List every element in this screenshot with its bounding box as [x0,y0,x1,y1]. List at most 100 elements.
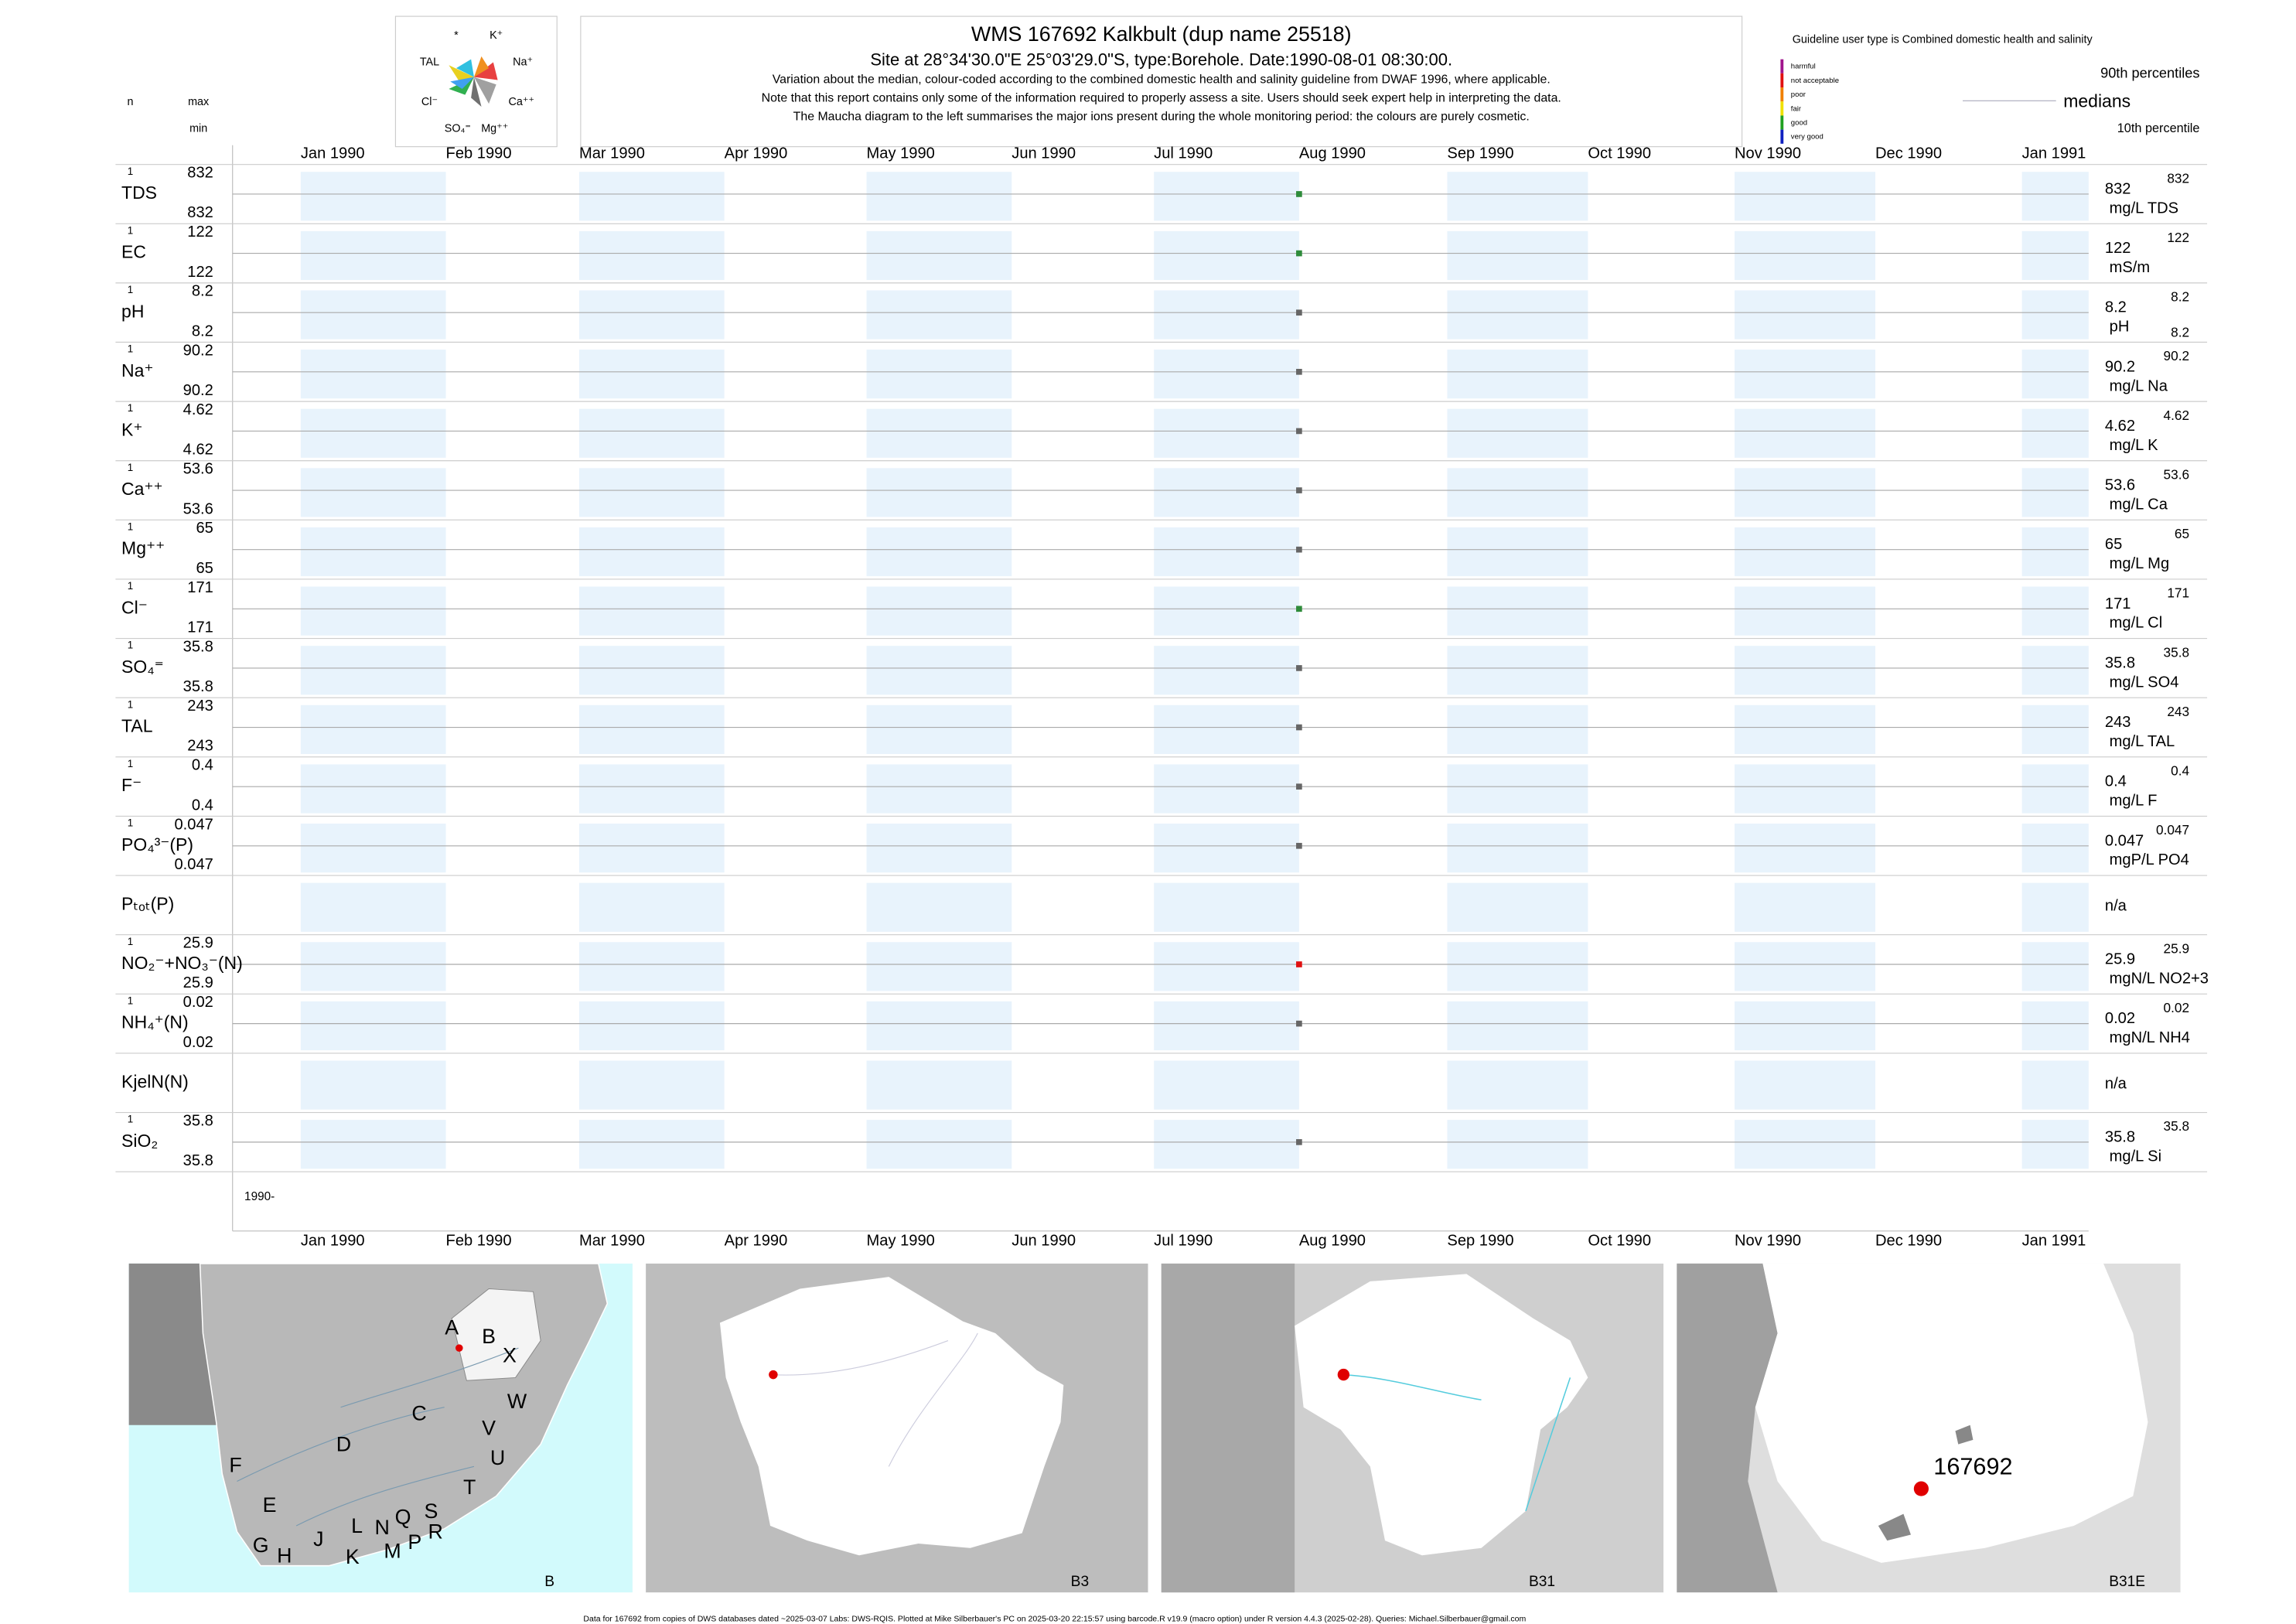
region-label: M [384,1540,401,1563]
month-band [300,705,446,755]
row-n: 1 [128,402,133,414]
median-dot [1296,546,1302,553]
month-band [1154,586,1299,636]
month-band [1447,586,1588,636]
map-rivers [770,1332,978,1467]
month-label: Jan 1990 [301,1233,365,1250]
map-name: B [544,1574,554,1590]
maucha-label: SO₄⁼ [445,122,471,135]
row-unit: pH [2110,319,2130,336]
month-band [300,350,446,399]
map-basin [1755,1263,2148,1563]
row-median: 25.9 [2105,951,2135,968]
row-p90: 25.9 [2164,940,2190,956]
row-unit: mg/L Mg [2110,555,2169,572]
month-label: Oct 1990 [1588,145,1651,162]
month-band [1447,1001,1588,1051]
row-min: 4.62 [183,442,213,459]
footer: Data for 167692 from copies of DWS datab… [583,1614,1526,1623]
month-band [1735,527,1876,577]
row-max: 243 [187,698,213,715]
median-dot [1296,783,1302,790]
month-band [866,824,1012,873]
row-n: 1 [128,817,133,829]
month-band [1447,290,1588,339]
row-min: 8.2 [192,322,213,339]
map-dam [1955,1424,1974,1445]
row-label: EC [121,242,146,262]
map-land-outside [1677,1263,1778,1593]
median-dot [1296,842,1302,849]
month-band [300,942,446,991]
month-band [2021,705,2089,755]
month-band [2021,1001,2089,1051]
month-band [1154,646,1299,695]
row-label: KjelN(N) [121,1071,189,1091]
median-dot [1296,487,1302,493]
month-band [866,942,1012,991]
map-name: B31E [2109,1574,2145,1590]
month-band [578,290,725,339]
row-label: SiO₂ [121,1131,158,1151]
row-median: 243 [2105,714,2131,731]
map-basin [719,1277,1064,1556]
month-band [866,882,1012,932]
row-median: 0.047 [2105,832,2144,849]
row-n: 1 [128,520,133,532]
legend-class: harmful [1791,63,1816,71]
month-band [300,882,446,932]
site-marker [1913,1481,1929,1496]
map-panel-b3 [646,1263,1148,1593]
row-p90: 171 [2167,585,2189,601]
month-band [1154,764,1299,814]
row-unit: mg/L Cl [2110,615,2163,632]
row-p90: 243 [2167,704,2189,719]
month-label: Sep 1990 [1447,145,1513,162]
month-label: Mar 1990 [579,145,645,162]
region-label: J [313,1527,323,1551]
map-panel-b [128,1263,633,1593]
region-label: C [411,1401,426,1424]
row-min: 243 [187,738,213,755]
month-band [300,290,446,339]
month-band [866,1001,1012,1051]
median-dot [1296,961,1302,967]
region-label: B [482,1325,496,1348]
maucha-petal [473,77,496,104]
month-band [2021,172,2089,221]
row-label: Cl⁻ [121,597,148,617]
region-label: W [507,1390,527,1413]
row-n: 1 [128,698,133,710]
month-band [1447,408,1588,458]
month-band [2021,646,2089,695]
site-label: 167692 [1933,1453,2012,1479]
note: The Maucha diagram to the left summarise… [793,111,1530,124]
row-label: Ca⁺⁺ [121,479,163,499]
map-panel-b31 [1161,1263,1664,1593]
region-label: G [253,1534,269,1557]
row-p90: 0.047 [2156,822,2189,838]
row-min: 171 [187,619,213,636]
row-max: 35.8 [183,638,213,655]
month-band [1447,1060,1588,1110]
median-dot [1296,191,1302,197]
maucha-petal [455,59,474,77]
year-label: 1990- [244,1190,275,1203]
note: Note that this report contains only some… [762,92,1561,105]
row-n: 1 [128,758,133,769]
month-band [1447,942,1588,991]
row-n: 1 [128,224,133,236]
row-p90: 8.2 [2171,289,2189,305]
region-label: P [408,1530,421,1554]
row-max: 4.62 [183,401,213,418]
row-label: F⁻ [121,775,142,795]
region-label: R [428,1520,442,1544]
row-min: 25.9 [183,974,213,991]
month-label: Jan 1991 [2022,145,2086,162]
region-label: A [445,1315,459,1339]
note: Variation about the median, colour-coded… [773,73,1551,87]
month-band [300,527,446,577]
row-n: 1 [128,936,133,947]
row-n: 1 [128,165,133,177]
